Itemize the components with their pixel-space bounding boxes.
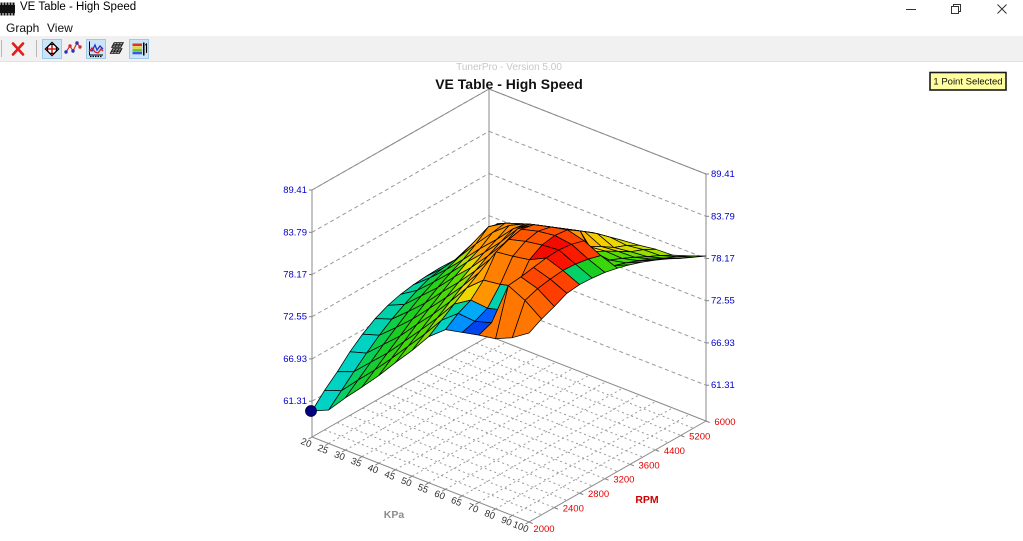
svg-text:66.93: 66.93	[711, 338, 735, 349]
svg-text:2000: 2000	[533, 524, 554, 535]
svg-text:65: 65	[449, 495, 463, 509]
svg-text:83.79: 83.79	[283, 227, 307, 238]
svg-text:25: 25	[316, 443, 330, 457]
svg-text:61.31: 61.31	[711, 380, 735, 391]
svg-text:20: 20	[299, 436, 313, 450]
svg-text:2400: 2400	[563, 504, 584, 515]
svg-text:40: 40	[366, 462, 380, 476]
svg-text:5200: 5200	[689, 431, 710, 442]
svg-text:1 Point Selected: 1 Point Selected	[933, 77, 1002, 88]
svg-text:VE Table - High Speed: VE Table - High Speed	[435, 76, 583, 92]
svg-text:4400: 4400	[664, 446, 685, 457]
svg-text:TunerPro - Version 5.00: TunerPro - Version 5.00	[456, 62, 562, 73]
svg-text:KPa: KPa	[384, 509, 405, 521]
svg-text:61.31: 61.31	[283, 396, 307, 407]
svg-text:78.17: 78.17	[283, 270, 307, 281]
svg-text:100: 100	[511, 519, 530, 535]
svg-text:3200: 3200	[613, 475, 634, 486]
svg-text:3600: 3600	[639, 460, 660, 471]
svg-text:70: 70	[466, 502, 480, 516]
svg-text:RPM: RPM	[635, 494, 659, 506]
svg-text:72.55: 72.55	[711, 296, 735, 307]
svg-text:30: 30	[332, 449, 346, 463]
svg-text:80: 80	[483, 508, 497, 522]
svg-text:50: 50	[399, 475, 413, 489]
svg-text:55: 55	[416, 482, 430, 496]
svg-text:66.93: 66.93	[283, 354, 307, 365]
svg-text:83.79: 83.79	[711, 211, 735, 222]
svg-text:6000: 6000	[714, 417, 735, 428]
svg-text:45: 45	[383, 469, 397, 483]
svg-text:78.17: 78.17	[711, 254, 735, 265]
svg-text:72.55: 72.55	[283, 312, 307, 323]
svg-text:35: 35	[349, 456, 363, 470]
svg-text:2800: 2800	[588, 489, 609, 500]
svg-text:89.41: 89.41	[711, 169, 735, 180]
svg-text:89.41: 89.41	[283, 185, 307, 196]
svg-text:60: 60	[433, 488, 447, 502]
svg-text:90: 90	[499, 515, 513, 529]
